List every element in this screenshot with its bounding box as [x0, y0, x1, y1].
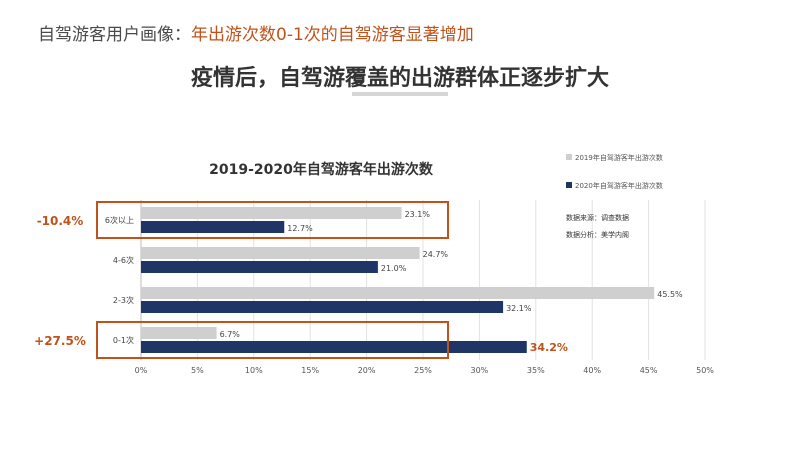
- x-tick-label: 30%: [471, 366, 489, 375]
- x-tick-label: 10%: [245, 366, 263, 375]
- x-tick-label: 45%: [640, 366, 658, 375]
- data-label: 34.2%: [530, 341, 568, 354]
- category-label: 0-1次: [113, 335, 134, 345]
- change-annotation: -10.4%: [37, 214, 84, 228]
- headline-prefix: 自驾游客用户画像：: [38, 25, 191, 45]
- chart-title: 2019-2020年自驾游客年出游次数: [209, 161, 434, 178]
- change-annotation: +27.5%: [34, 334, 86, 348]
- bar-2019: [141, 207, 402, 219]
- x-tick-label: 25%: [414, 366, 432, 375]
- title-underline: [352, 92, 448, 96]
- bar-2020: [141, 221, 285, 233]
- x-tick-label: 20%: [358, 366, 376, 375]
- headline-highlight: 年出游次数0-1次的自驾游客显著增加: [191, 25, 474, 45]
- x-tick-label: 5%: [191, 366, 204, 375]
- category-label: 2-3次: [113, 295, 134, 305]
- data-label: 45.5%: [657, 290, 683, 299]
- bar-2020: [141, 261, 378, 273]
- bar-2020: [141, 301, 504, 313]
- x-tick-label: 40%: [583, 366, 601, 375]
- legend-swatch: [566, 182, 572, 188]
- page-subtitle: 疫情后，自驾游覆盖的出游群体正逐步扩大: [190, 66, 609, 91]
- data-label: 23.1%: [405, 210, 431, 219]
- highlight-box: [96, 321, 449, 359]
- x-tick-label: 0%: [135, 366, 148, 375]
- bar-2019: [141, 247, 420, 259]
- bar-2019: [141, 287, 655, 299]
- data-label: 6.7%: [220, 330, 241, 339]
- category-label: 4-6次: [113, 255, 134, 265]
- bar-2020: [141, 341, 527, 353]
- x-tick-label: 15%: [301, 366, 319, 375]
- x-tick-label: 50%: [696, 366, 714, 375]
- analysis-note: 数据分析：美学内阁: [566, 230, 629, 239]
- legend-label: 2019年自驾游客年出游次数: [575, 153, 663, 162]
- data-label: 12.7%: [287, 224, 313, 233]
- legend-label: 2020年自驾游客年出游次数: [575, 181, 663, 190]
- category-label: 6次以上: [105, 215, 134, 225]
- source-note: 数据来源：调查数据: [566, 213, 629, 222]
- highlight-box: [96, 201, 449, 239]
- legend-swatch: [566, 154, 572, 160]
- bar-2019: [141, 327, 217, 339]
- x-tick-label: 35%: [527, 366, 545, 375]
- data-label: 32.1%: [506, 304, 532, 313]
- headline: 自驾游客用户画像：年出游次数0-1次的自驾游客显著增加: [38, 20, 474, 45]
- data-label: 24.7%: [423, 250, 449, 259]
- data-label: 21.0%: [381, 264, 407, 273]
